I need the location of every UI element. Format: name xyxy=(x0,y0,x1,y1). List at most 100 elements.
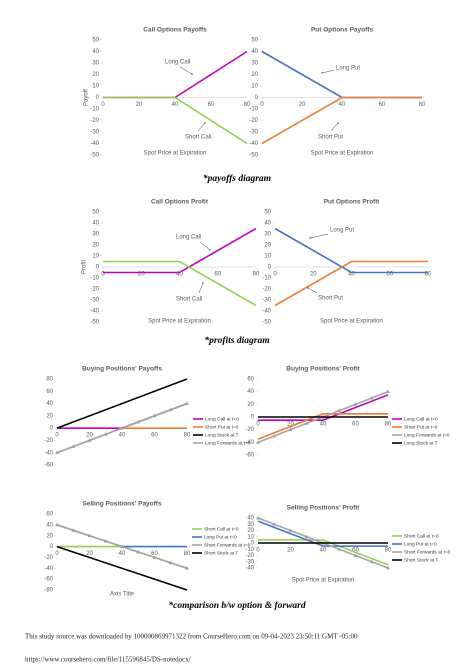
marker xyxy=(136,419,141,424)
chart: Selling Positions' Payoffs Axis Title -80 -… xyxy=(44,501,250,598)
series-line xyxy=(257,520,388,547)
chart: Selling Positions' Profit Spot Price at E… xyxy=(245,505,450,584)
y-tick-label: -40 xyxy=(262,309,271,315)
series-line xyxy=(57,402,188,429)
y-tick-label: 30 xyxy=(251,61,258,67)
series-line xyxy=(258,394,389,421)
marker xyxy=(256,440,260,444)
legend-label: Short Put at t=0 xyxy=(205,424,239,430)
x-tick-label: 0 xyxy=(273,272,277,278)
marker xyxy=(87,533,92,538)
y-tick-label: -20 xyxy=(44,438,53,444)
y-tick-label: -40 xyxy=(90,141,99,147)
marker xyxy=(185,401,189,405)
legend-label: Short Call at t=0 xyxy=(204,526,239,532)
series-line xyxy=(257,413,388,440)
x-tick-label: 80 xyxy=(253,272,260,278)
marker xyxy=(71,528,76,532)
annotation-arrow xyxy=(309,233,329,239)
y-tick-label: 0 xyxy=(251,415,255,421)
y-tick-label: 10 xyxy=(247,534,254,540)
y-tick-label: 0 xyxy=(50,544,54,550)
marker xyxy=(152,555,157,559)
marker xyxy=(87,438,92,442)
chart-title: Selling Positions' Payoffs xyxy=(82,501,162,508)
y-tick-label: -80 xyxy=(44,588,53,594)
chart: Buying Positions' Profit-60-40-200204060… xyxy=(245,366,449,459)
legend-label: Short Stock at T xyxy=(404,557,438,563)
y-tick-label: 20 xyxy=(264,243,271,249)
y-tick-label: 20 xyxy=(251,72,258,78)
y-tick-label: 50 xyxy=(264,210,271,216)
y-tick-label: 0 xyxy=(268,265,272,271)
y-tick-label: 40 xyxy=(247,516,254,522)
x-tick-label: 0 xyxy=(55,433,59,439)
marker xyxy=(304,534,309,539)
y-tick-label: 20 xyxy=(46,413,53,419)
marker xyxy=(337,547,342,551)
x-tick-label: 80 xyxy=(419,102,426,108)
y-tick-label: -20 xyxy=(262,287,271,293)
chart-title: Call Options Payoffs xyxy=(143,27,207,34)
series-line xyxy=(57,545,188,570)
y-tick-label: -40 xyxy=(90,309,99,315)
y-tick-label: -60 xyxy=(44,463,53,469)
y-tick-label: -30 xyxy=(262,298,271,304)
x-axis-label: Axis Title xyxy=(110,592,135,598)
y-tick-label: 40 xyxy=(46,522,53,528)
y-tick-label: 0 xyxy=(96,265,100,271)
y-tick-label: 20 xyxy=(92,243,99,249)
y-tick-label: -60 xyxy=(245,453,254,459)
y-tick-label: 10 xyxy=(251,84,258,90)
y-tick-label: 30 xyxy=(264,232,271,238)
x-tick-label: 60 xyxy=(352,548,359,554)
arrow-head xyxy=(204,122,206,124)
y-tick-label: -10 xyxy=(262,276,271,282)
annotation-arrow xyxy=(199,241,211,251)
legend-label: Long Forwards at t=0 xyxy=(205,440,251,446)
marker xyxy=(120,544,124,548)
y-tick-label: 20 xyxy=(247,528,254,534)
y-tick-label: 30 xyxy=(92,61,99,67)
marker xyxy=(103,539,108,543)
arrow-head xyxy=(309,237,311,239)
y-tick-label: 0 xyxy=(50,426,54,432)
x-tick-label: 20 xyxy=(287,548,294,554)
y-tick-label: -40 xyxy=(245,566,254,572)
x-axis-label: Spot Price at Expiration xyxy=(144,151,207,157)
annotation: Long Call xyxy=(176,235,201,241)
annotation-arrow xyxy=(307,287,318,294)
marker xyxy=(304,421,309,425)
y-tick-label: 10 xyxy=(264,254,271,260)
marker xyxy=(168,560,173,565)
y-tick-label: -40 xyxy=(245,440,254,446)
marker xyxy=(55,450,59,455)
y-tick-label: 20 xyxy=(247,402,254,408)
x-tick-label: 80 xyxy=(184,551,191,557)
series-line xyxy=(56,524,187,548)
legend-label: Long Put at t=0 xyxy=(404,541,437,547)
y-tick-label: 30 xyxy=(92,232,99,238)
x-tick-label: 40 xyxy=(172,102,179,108)
x-tick-label: 40 xyxy=(119,551,126,557)
x-tick-label: 80 xyxy=(385,422,392,428)
legend-label: Long Stock at T xyxy=(404,440,438,446)
legend-label: Short Stock at T xyxy=(204,550,238,556)
y-tick-label: 60 xyxy=(46,389,53,395)
x-tick-label: 0 xyxy=(256,548,260,554)
x-tick-label: 60 xyxy=(151,433,158,439)
annotation: Long Call xyxy=(165,60,190,66)
marker xyxy=(369,559,374,564)
x-tick-label: 80 xyxy=(425,272,432,278)
footer-source: This study source was downloaded by 1000… xyxy=(25,633,358,641)
chart: Put Options Profit Spot Price at Expirati… xyxy=(262,199,432,326)
chart-title: Put Options Profit xyxy=(324,199,380,206)
chart: Put Options Payoffs Spot Price at Expirat… xyxy=(249,27,426,159)
y-tick-label: -50 xyxy=(249,153,258,159)
x-tick-label: 60 xyxy=(214,272,221,278)
marker xyxy=(288,427,293,432)
caption: *payoffs diagram xyxy=(203,173,271,184)
y-tick-label: -40 xyxy=(44,450,53,456)
y-tick-label: 40 xyxy=(247,389,254,395)
